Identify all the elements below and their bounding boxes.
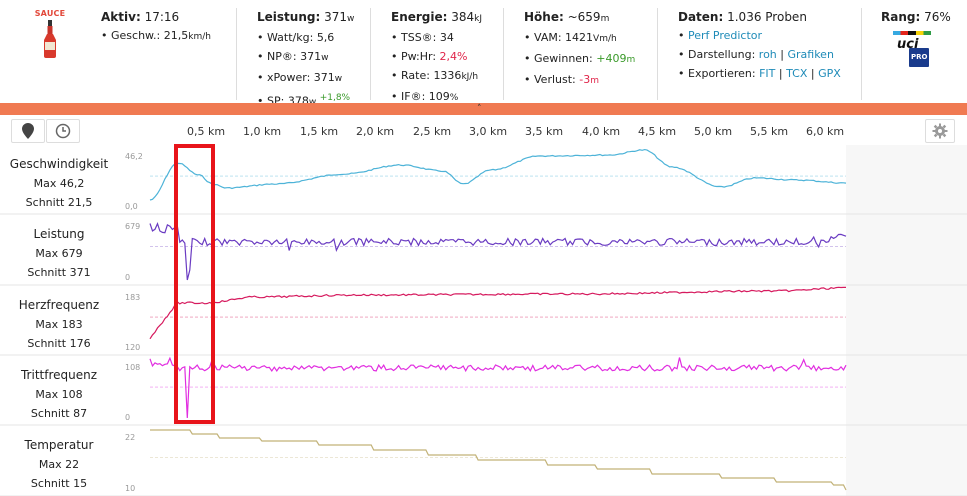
- channel-max: Max 108: [35, 388, 83, 401]
- channel-plot-0: [149, 148, 847, 201]
- channel-plot-1: [149, 222, 847, 281]
- export-gpx-link[interactable]: GPX: [818, 67, 841, 80]
- channel-avg: Schnitt 21,5: [25, 196, 93, 209]
- x-tick-label: 3,0 km: [469, 125, 508, 138]
- channel-series-line: [150, 429, 847, 491]
- x-tick-label: 5,5 km: [750, 125, 789, 138]
- map-view-button[interactable]: [11, 119, 45, 143]
- summary-header: SAUCE Aktiv: 17:16 • Geschw.: 21,5km/h L…: [0, 0, 967, 108]
- collapse-chevron-icon[interactable]: ˄: [477, 104, 482, 114]
- channel-name: Leistung: [33, 227, 85, 241]
- x-tick-label: 2,5 km: [413, 125, 452, 138]
- chart-settings-button[interactable]: [925, 119, 955, 143]
- x-tick-label: 1,0 km: [243, 125, 282, 138]
- highlight-box: [174, 144, 215, 424]
- channel-max: Max 679: [35, 247, 83, 260]
- channel-avg: Schnitt 87: [30, 407, 88, 420]
- gear-icon: [932, 123, 948, 139]
- channel-label: Trittfrequenz Max 108 Schnitt 87: [0, 366, 118, 423]
- darstellung-roh-link[interactable]: roh: [758, 48, 777, 61]
- clock-icon: [55, 123, 71, 139]
- perf-predictor-link[interactable]: Perf Predictor: [688, 29, 763, 42]
- uci-pro-badge: uci PRO: [893, 28, 931, 67]
- sauce-bottle-icon: [44, 20, 56, 58]
- channel-label: Temperatur Max 22 Schnitt 15: [0, 436, 118, 493]
- channel-name: Trittfrequenz: [20, 368, 98, 382]
- channel-plot-4: [150, 429, 847, 491]
- channel-name: Temperatur: [24, 438, 94, 452]
- x-tick-label: 4,0 km: [582, 125, 621, 138]
- sauce-logo: SAUCE: [22, 9, 78, 62]
- y-tick-top: 679: [125, 222, 141, 231]
- x-tick-label: 5,0 km: [694, 125, 733, 138]
- y-tick-top: 22: [125, 433, 136, 442]
- x-tick-label: 2,0 km: [356, 125, 395, 138]
- export-tcx-link[interactable]: TCX: [786, 67, 808, 80]
- darstellung-grafiken-link[interactable]: Grafiken: [787, 48, 834, 61]
- channel-avg: Schnitt 176: [27, 337, 91, 350]
- x-tick-label: 1,5 km: [300, 125, 339, 138]
- channel-name: Herzfrequenz: [18, 298, 100, 312]
- y-tick-bottom: 0,0: [125, 202, 138, 211]
- channel-max: Max 183: [35, 318, 83, 331]
- hoehe-section: Höhe: ~659m • VAM: 1421Vm/h • Gewinnen: …: [524, 10, 636, 86]
- aktiv-section: Aktiv: 17:16 • Geschw.: 21,5km/h: [101, 10, 211, 42]
- y-tick-top: 108: [125, 363, 141, 372]
- chart-toolbar: 0,5 km 1,0 km 1,5 km 2,0 km 2,5 km 3,0 km 3,5 …: [0, 115, 967, 145]
- channel-max: Max 46,2: [33, 177, 85, 190]
- channel-plot-2: [149, 286, 846, 340]
- rang-section: Rang: 76% uci PRO: [881, 9, 951, 67]
- channel-name: Geschwindigkeit: [9, 157, 109, 171]
- channel-series-line: [149, 148, 847, 201]
- x-tick-label: 0,5 km: [187, 125, 226, 138]
- y-tick-bottom: 120: [125, 343, 141, 352]
- stats-column-bg: [846, 145, 967, 496]
- time-view-button[interactable]: [46, 119, 80, 143]
- y-tick-bottom: 0: [125, 413, 131, 422]
- x-tick-label: 3,5 km: [525, 125, 564, 138]
- y-tick-bottom: 0: [125, 273, 131, 282]
- channel-avg: Schnitt 15: [30, 477, 88, 490]
- channel-max: Max 22: [38, 458, 80, 471]
- channel-series-line: [149, 286, 846, 340]
- channel-avg: Schnitt 371: [27, 266, 91, 279]
- panel-splitter[interactable]: ˄: [0, 103, 967, 115]
- channel-label: Herzfrequenz Max 183 Schnitt 176: [0, 296, 118, 353]
- x-tick-label: 4,5 km: [638, 125, 677, 138]
- channel-plot-3: [149, 356, 847, 419]
- energie-section: Energie: 384kJ • TSS®: 34 • Pw:Hr: 2,4% …: [391, 10, 483, 103]
- export-fit-link[interactable]: FIT: [759, 67, 776, 80]
- map-pin-icon: [22, 123, 34, 139]
- y-tick-top: 46,2: [125, 152, 143, 161]
- y-tick-bottom: 10: [125, 484, 136, 493]
- channel-series-line: [149, 222, 847, 281]
- channel-label: Geschwindigkeit Max 46,2 Schnitt 21,5: [0, 155, 118, 212]
- x-tick-label: 6,0 km: [806, 125, 845, 138]
- y-tick-top: 183: [125, 293, 141, 302]
- channel-series-line: [149, 356, 847, 419]
- channel-label: Leistung Max 679 Schnitt 371: [0, 225, 118, 282]
- daten-section: Daten: 1.036 Proben • Perf Predictor • D…: [678, 10, 841, 80]
